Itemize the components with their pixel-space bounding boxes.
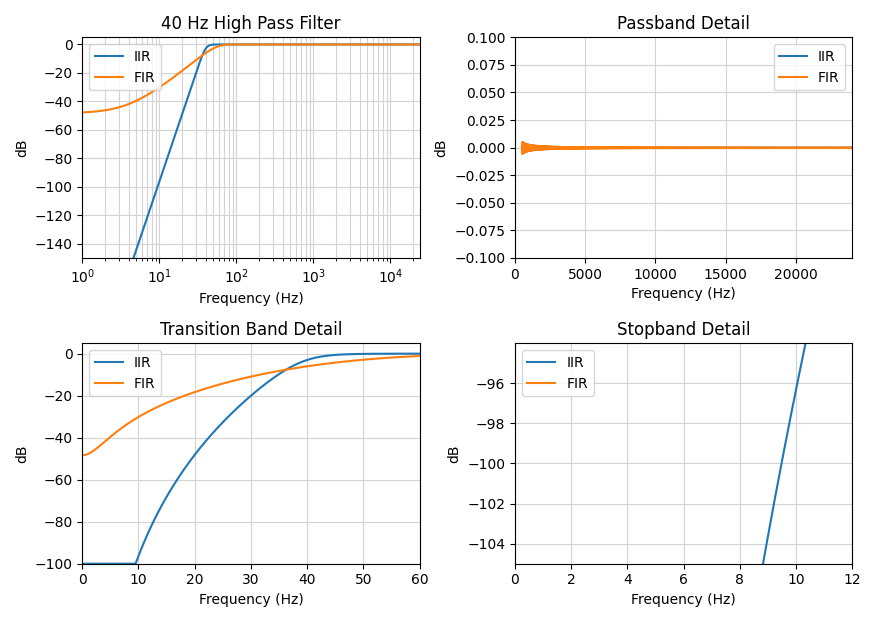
IIR <box>517 144 527 151</box>
FIR <box>821 144 831 152</box>
IIR <box>847 132 858 139</box>
Legend: IIR, FIR: IIR, FIR <box>89 44 161 90</box>
FIR <box>355 356 365 364</box>
Y-axis label: dB: dB <box>15 444 29 463</box>
X-axis label: Frequency (Hz): Frequency (Hz) <box>199 593 303 607</box>
FIR <box>77 109 88 116</box>
FIR <box>233 40 244 48</box>
IIR <box>279 367 290 374</box>
FIR <box>277 40 287 48</box>
IIR <box>821 144 831 151</box>
X-axis label: Frequency (Hz): Frequency (Hz) <box>199 292 303 306</box>
Title: Passband Detail: Passband Detail <box>617 15 750 33</box>
IIR <box>778 452 788 460</box>
FIR <box>517 150 527 157</box>
FIR <box>297 363 307 371</box>
IIR <box>355 350 365 358</box>
X-axis label: Frequency (Hz): Frequency (Hz) <box>632 593 736 607</box>
Y-axis label: dB: dB <box>15 138 29 157</box>
FIR <box>757 144 767 152</box>
IIR <box>138 539 149 546</box>
FIR <box>837 144 847 151</box>
Y-axis label: dB: dB <box>434 138 449 157</box>
FIR <box>414 352 425 360</box>
Y-axis label: dB: dB <box>448 444 462 463</box>
FIR <box>292 40 302 48</box>
FIR <box>658 144 668 151</box>
FIR <box>94 108 104 115</box>
IIR <box>327 40 337 48</box>
Line: IIR: IIR <box>82 44 420 409</box>
IIR <box>94 355 104 363</box>
Legend: IIR, FIR: IIR, FIR <box>89 350 161 396</box>
IIR <box>757 144 767 151</box>
Line: FIR: FIR <box>522 142 852 154</box>
Legend: IIR, FIR: IIR, FIR <box>522 350 594 396</box>
Title: Stopband Detail: Stopband Detail <box>617 321 751 339</box>
Title: 40 Hz High Pass Filter: 40 Hz High Pass Filter <box>161 15 341 33</box>
IIR <box>199 47 209 55</box>
IIR <box>658 144 668 151</box>
Line: IIR: IIR <box>515 136 852 622</box>
FIR <box>78 452 88 459</box>
IIR <box>674 144 684 151</box>
FIR <box>847 144 858 151</box>
FIR <box>328 359 339 366</box>
FIR <box>138 410 149 417</box>
IIR <box>297 358 307 366</box>
FIR <box>345 40 356 48</box>
FIR <box>327 40 337 48</box>
Line: FIR: FIR <box>82 44 420 113</box>
X-axis label: Frequency (Hz): Frequency (Hz) <box>632 287 736 301</box>
IIR <box>206 431 216 439</box>
IIR <box>837 144 847 151</box>
IIR <box>414 350 425 358</box>
FIR <box>655 144 666 151</box>
FIR <box>206 383 216 391</box>
IIR <box>414 40 425 48</box>
Line: IIR: IIR <box>83 354 420 564</box>
Title: Transition Band Detail: Transition Band Detail <box>159 321 343 339</box>
IIR <box>262 40 272 48</box>
IIR <box>847 144 858 151</box>
IIR <box>77 406 88 413</box>
IIR <box>277 40 287 48</box>
IIR <box>78 560 88 567</box>
FIR <box>518 138 528 146</box>
IIR <box>292 40 302 48</box>
FIR <box>674 144 684 151</box>
Legend: IIR, FIR: IIR, FIR <box>774 44 845 90</box>
IIR <box>328 351 339 359</box>
FIR <box>279 366 290 374</box>
IIR <box>655 144 666 151</box>
IIR <box>345 40 356 48</box>
IIR <box>517 144 527 151</box>
FIR <box>199 50 209 58</box>
IIR <box>759 549 770 556</box>
FIR <box>517 141 527 148</box>
Line: FIR: FIR <box>83 356 420 455</box>
FIR <box>414 40 425 48</box>
